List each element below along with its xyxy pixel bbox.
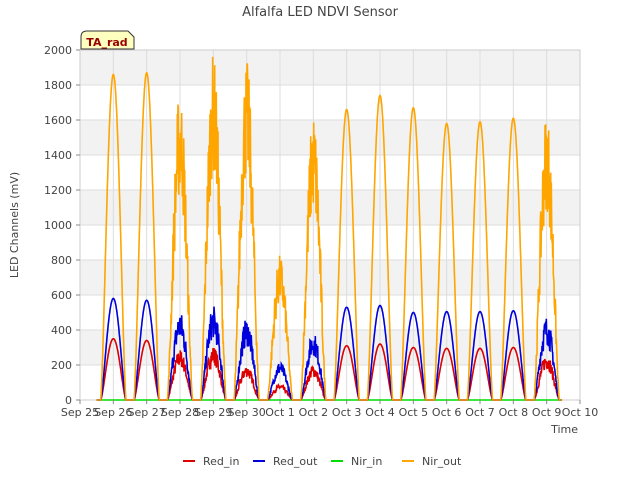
x-axis-label: Time bbox=[550, 423, 578, 436]
y-tick-label: 2000 bbox=[44, 44, 72, 57]
x-tick-label: Sep 26 bbox=[94, 406, 132, 419]
background-band bbox=[80, 190, 580, 225]
y-tick-label: 1200 bbox=[44, 184, 72, 197]
legend-label: Red_in bbox=[203, 455, 239, 468]
legend-label: Red_out bbox=[273, 455, 318, 468]
axes: 0 200 400 600 800 1000 1200 1400 1600 1800 2000 Sep… bbox=[44, 44, 598, 419]
y-tick-label: 200 bbox=[51, 359, 72, 372]
y-tick-label: 1400 bbox=[44, 149, 72, 162]
series-lines bbox=[96, 56, 562, 401]
x-tick-label: Oct 6 bbox=[432, 406, 462, 419]
x-tick-label: Oct 5 bbox=[399, 406, 429, 419]
legend: Red_in Red_out Nir_in Nir_out bbox=[183, 455, 462, 468]
x-tick-label: Oct 4 bbox=[365, 406, 395, 419]
legend-label: Nir_out bbox=[422, 455, 462, 468]
x-tick-label: Sep 29 bbox=[194, 406, 232, 419]
annotation-box bbox=[80, 30, 135, 50]
x-tick-label: Oct 9 bbox=[532, 406, 562, 419]
annotation-text: TA_rad bbox=[86, 36, 127, 49]
background-band bbox=[80, 120, 580, 155]
legend-label: Nir_in bbox=[351, 455, 382, 468]
x-tick-label: Sep 25 bbox=[61, 406, 99, 419]
y-tick-label: 1000 bbox=[44, 219, 72, 232]
series-line-nir-out bbox=[96, 56, 562, 401]
background-band bbox=[80, 260, 580, 295]
y-tick-label: 1600 bbox=[44, 114, 72, 127]
y-axis-label: LED Channels (mV) bbox=[8, 172, 21, 278]
background-band bbox=[80, 330, 580, 365]
x-tick-label: Oct 8 bbox=[499, 406, 529, 419]
y-tick-label: 1800 bbox=[44, 79, 72, 92]
background-band bbox=[80, 50, 580, 85]
x-tick-label: Oct 3 bbox=[332, 406, 362, 419]
x-tick-label: Sep 30 bbox=[228, 406, 266, 419]
y-tick-label: 600 bbox=[51, 289, 72, 302]
y-tick-label: 800 bbox=[51, 254, 72, 267]
annotation-badge: TA_rad bbox=[80, 30, 135, 50]
x-tick-label: Sep 27 bbox=[128, 406, 166, 419]
x-tick-label: Sep 28 bbox=[161, 406, 199, 419]
x-tick-label: Oct 7 bbox=[465, 406, 495, 419]
x-tick-label: Oct 1 bbox=[265, 406, 295, 419]
y-tick-label: 0 bbox=[65, 394, 72, 407]
chart-title: Alfalfa LED NDVI Sensor bbox=[242, 5, 399, 20]
x-tick-label: Oct 10 bbox=[562, 406, 599, 419]
y-tick-label: 400 bbox=[51, 324, 72, 337]
background-bands bbox=[80, 50, 580, 365]
x-tick-label: Oct 2 bbox=[299, 406, 329, 419]
